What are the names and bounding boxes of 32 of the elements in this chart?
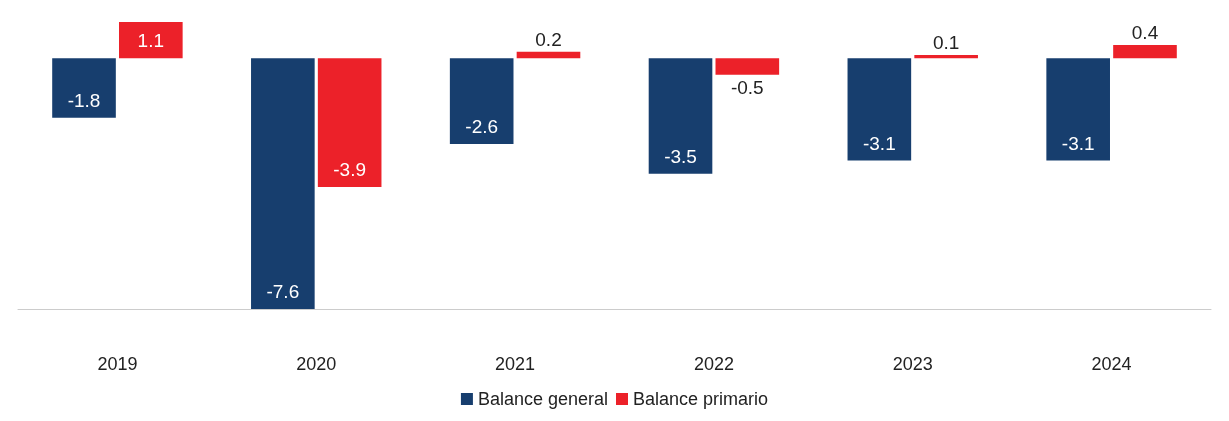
x-tick-label: 2023 [892,354,933,374]
bar [847,58,912,161]
data-label: -0.5 [730,76,764,98]
bar [52,58,116,118]
data-label: 0.1 [932,31,960,53]
data-label: 0.2 [535,28,562,50]
x-tick-label: 2022 [693,354,734,374]
data-label: -3.9 [333,158,367,180]
x-tick-label: 2019 [97,354,138,374]
bar [251,58,315,309]
data-label: -3.1 [862,132,896,154]
bar [119,22,183,59]
data-label: -3.1 [1061,132,1095,154]
bar [1046,58,1110,161]
bar [516,51,581,59]
bar [317,58,382,187]
x-tick-label: 2024 [1091,354,1132,374]
bar [715,58,780,75]
data-label: -7.6 [266,281,300,302]
bar [914,54,978,59]
legend-label: Balance primario [633,389,769,409]
bar [449,58,514,145]
x-tick-label: 2020 [296,354,337,374]
bar [648,58,713,174]
data-label: 1.1 [137,30,165,52]
bar [1113,45,1177,59]
x-tick-label: 2021 [495,354,536,374]
data-label: -2.6 [465,116,499,138]
data-label: -3.5 [664,145,697,167]
legend-label: Balance general [477,389,609,409]
data-label: 0.4 [1131,22,1159,44]
data-label: -1.8 [67,89,101,111]
